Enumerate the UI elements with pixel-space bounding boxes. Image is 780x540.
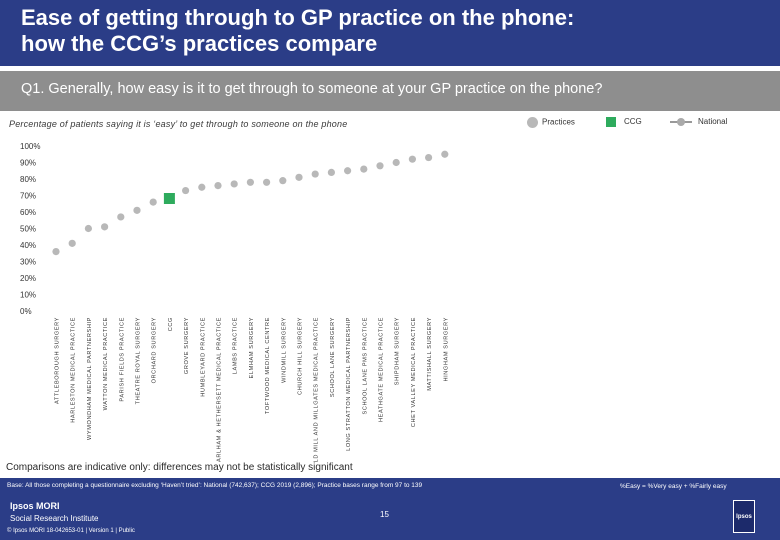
copyright-text: © Ipsos MORI 18-042653-01 | Version 1 | … xyxy=(7,528,135,534)
y-tick-label: 50% xyxy=(20,225,36,234)
y-tick-label: 0% xyxy=(20,307,32,316)
practice-point xyxy=(133,206,141,214)
x-category-label: SCHOOL LANE SURGERY xyxy=(330,317,336,397)
y-tick-label: 40% xyxy=(20,241,36,250)
y-tick-label: 80% xyxy=(20,175,36,184)
x-category-label: GROVE SURGERY xyxy=(184,317,190,374)
legend-practices: Practices xyxy=(527,117,575,128)
legend-national-label: National xyxy=(698,117,728,126)
practice-point xyxy=(441,150,449,158)
practice-point xyxy=(425,153,433,162)
x-category-label: WYMONDHAM MEDICAL PARTNERSHIP xyxy=(87,317,93,440)
x-category-label: CHET VALLEY MEDICAL PRACTICE xyxy=(411,317,417,427)
footer-bar: Base: All those completing a questionnai… xyxy=(0,478,780,540)
practice-point xyxy=(295,173,303,181)
x-category-label: MATTISHALL SURGERY xyxy=(427,317,433,391)
question-text: Q1. Generally, how easy is it to get thr… xyxy=(21,81,603,97)
comparisons-note: Comparisons are indicative only: differe… xyxy=(6,462,353,473)
practice-point xyxy=(408,155,416,163)
y-tick-label: 30% xyxy=(20,258,36,267)
x-category-label: HINGHAM SURGERY xyxy=(443,317,449,382)
ccg-square-icon xyxy=(606,117,616,127)
logo-text: Ipsos xyxy=(736,514,752,520)
page-title: Ease of getting through to GP practice o… xyxy=(21,5,761,57)
national-line-icon xyxy=(670,117,692,126)
legend-national: National xyxy=(670,117,727,126)
legend-ccg: CCG xyxy=(606,117,642,127)
x-category-label: CCG xyxy=(168,317,174,331)
brand-subname: Social Research Institute xyxy=(10,514,99,523)
practice-point xyxy=(392,158,400,167)
y-tick-label: 90% xyxy=(20,159,36,168)
x-category-label: HARLESTON MEDICAL PRACTICE xyxy=(71,317,77,423)
practice-point xyxy=(117,213,125,221)
practice-point xyxy=(52,248,60,256)
x-category-label: ELMHAM SURGERY xyxy=(249,317,255,378)
base-note: Base: All those completing a questionnai… xyxy=(7,482,423,489)
legend-ccg-label: CCG xyxy=(624,117,642,127)
title-line-2: how the CCG’s practices compare xyxy=(21,31,378,56)
y-tick-label: 100% xyxy=(20,142,40,151)
y-tick-label: 70% xyxy=(20,192,36,201)
question-bar: Q1. Generally, how easy is it to get thr… xyxy=(0,71,780,111)
x-category-label: ORCHARD SURGERY xyxy=(152,317,158,383)
header-bar: Ease of getting through to GP practice o… xyxy=(0,0,780,66)
ipsos-logo: Ipsos xyxy=(733,500,755,533)
practice-point xyxy=(344,167,352,175)
x-category-label: THEATRE ROYAL SURGERY xyxy=(136,317,142,404)
brand-name: Ipsos MORI xyxy=(10,501,60,511)
practice-point xyxy=(230,180,238,188)
practice-point xyxy=(360,165,368,173)
title-line-1: Ease of getting through to GP practice o… xyxy=(21,5,575,30)
practice-point xyxy=(246,178,254,186)
ccg-point xyxy=(163,193,175,204)
page-number: 15 xyxy=(380,510,389,519)
x-category-label: SHIPDHAM SURGERY xyxy=(395,317,401,385)
x-category-label: OLD MILL AND MILLGATES MEDICAL PRACTICE xyxy=(314,317,320,462)
practice-point xyxy=(84,224,92,233)
practice-point xyxy=(263,178,271,186)
y-tick-label: 60% xyxy=(20,208,36,217)
x-category-label: WINDMILL SURGERY xyxy=(281,317,287,383)
x-category-label: CHURCH HILL SURGERY xyxy=(298,317,304,395)
x-category-label: TOFTWOOD MEDICAL CENTRE xyxy=(265,317,271,414)
legend-practices-label: Practices xyxy=(542,117,575,127)
practice-point xyxy=(198,183,206,191)
easy-definition: %Easy = %Very easy + %Fairly easy xyxy=(620,483,727,490)
chart-subtitle: Percentage of patients saying it is ‘eas… xyxy=(9,119,348,129)
practice-point xyxy=(182,186,190,195)
practice-comparison-chart: 0% 10% 20% 30% 40% 50% 60% 70% 80% 90% 100% ATTLEBO… xyxy=(20,142,449,462)
practice-point xyxy=(376,162,384,170)
y-tick-label: 20% xyxy=(20,274,36,283)
x-category-label: ATTLEBOROUGH SURGERY xyxy=(55,317,61,404)
x-category-label: HEATHGATE MEDICAL PRACTICE xyxy=(379,317,385,422)
x-category-label: LONG STRATTON MEDICAL PARTNERSHIP xyxy=(346,317,352,451)
practice-dot-icon xyxy=(527,117,538,128)
x-category-label: WATTON MEDICAL PRACTICE xyxy=(103,317,109,410)
x-category-label: SCHOOL LANE PMS PRACTICE xyxy=(362,317,368,415)
x-category-label: PARISH FIELDS PRACTICE xyxy=(119,317,125,402)
x-category-label: EARLHAM & HETHERSETT MEDICAL PRACTICE xyxy=(217,317,223,462)
practice-point xyxy=(149,198,157,206)
practice-point xyxy=(311,170,319,178)
practice-point xyxy=(214,182,222,190)
practice-point xyxy=(101,223,109,231)
practice-point xyxy=(68,239,76,247)
practice-point xyxy=(327,168,335,176)
x-category-label: LAMBS PRACTICE xyxy=(233,317,239,374)
x-category-label: HUMBLEYARD PRACTICE xyxy=(200,317,206,397)
y-tick-label: 10% xyxy=(20,291,36,300)
practice-point xyxy=(279,177,287,185)
